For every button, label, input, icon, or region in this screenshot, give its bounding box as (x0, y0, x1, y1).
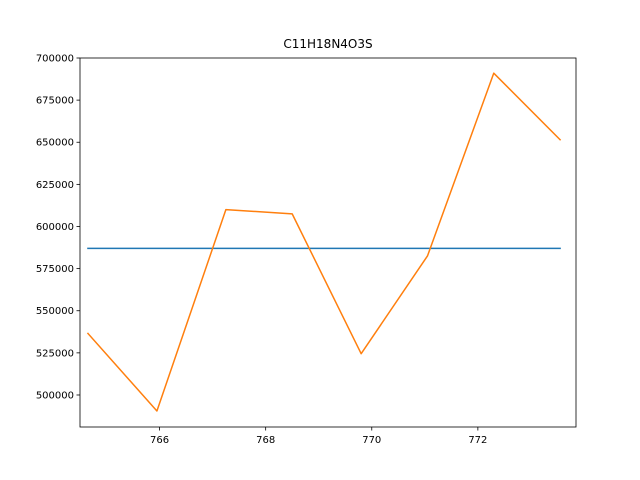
y-tick-label: 675000 (36, 96, 74, 107)
x-tick-label: 770 (362, 435, 381, 446)
chart-title: C11H18N4O3S (283, 37, 372, 51)
y-axis: 500000 525000 550000 575000 600000 625000 6500… (36, 54, 80, 401)
y-tick-label: 650000 (36, 138, 74, 149)
plot-frame (79, 57, 577, 428)
y-tick-label: 550000 (36, 306, 74, 317)
series-line-2 (86, 72, 562, 412)
y-tick-label: 500000 (36, 390, 74, 401)
x-axis: 766 768 770 772 (150, 427, 487, 446)
x-tick-label: 768 (256, 435, 275, 446)
x-tick-label: 766 (150, 435, 169, 446)
y-tick-label: 575000 (36, 264, 74, 275)
y-tick-label: 525000 (36, 348, 74, 359)
y-tick-label: 600000 (36, 222, 74, 233)
y-tick-label: 700000 (36, 54, 74, 65)
x-tick-label: 772 (468, 435, 487, 446)
y-tick-label: 625000 (36, 180, 74, 191)
series-layer (86, 72, 562, 412)
